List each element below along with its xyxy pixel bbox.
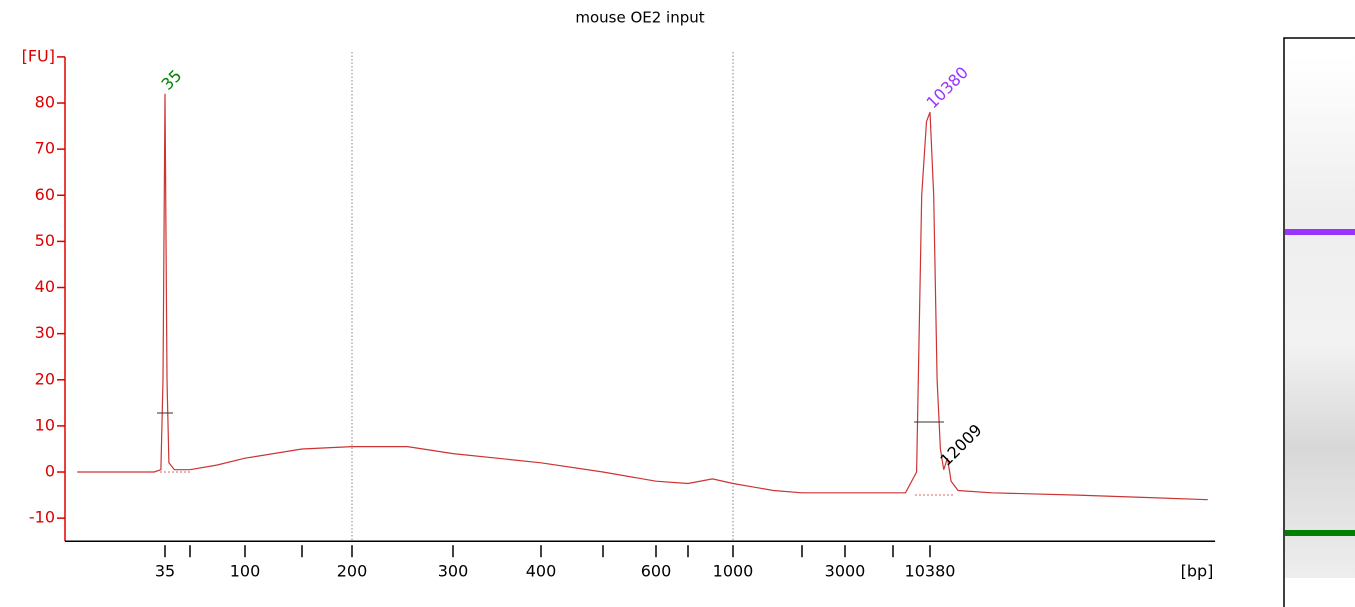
x-tick-label: 400	[526, 562, 557, 581]
x-tick-label: 100	[230, 562, 261, 581]
y-tick-label: 50	[35, 231, 55, 250]
x-tick-label: 35	[155, 562, 175, 581]
gel-band	[1285, 530, 1355, 536]
x-axis-label: [bp]	[1181, 562, 1214, 581]
gel-band	[1285, 229, 1355, 235]
y-tick-label: 10	[35, 415, 55, 434]
x-tick-label: 600	[641, 562, 672, 581]
y-tick-label: 80	[35, 93, 55, 112]
x-tick-label: 200	[337, 562, 368, 581]
gel-lane	[1283, 37, 1355, 607]
x-tick-label: 300	[438, 562, 469, 581]
y-tick-label: 30	[35, 323, 55, 342]
peak-label: 10380	[923, 63, 972, 112]
y-tick-label: [FU]	[22, 46, 55, 65]
x-tick-label: 3000	[825, 562, 866, 581]
chart-title: mouse OE2 input	[575, 9, 704, 27]
x-tick-label: 1000	[713, 562, 754, 581]
y-tick-label: 20	[35, 369, 55, 388]
peak-label: 35	[158, 66, 186, 94]
y-tick-label: 0	[45, 462, 55, 481]
y-tick-label: 40	[35, 277, 55, 296]
y-tick-label: 60	[35, 185, 55, 204]
y-tick-label: -10	[29, 508, 55, 527]
y-tick-label: 70	[35, 139, 55, 158]
trace	[77, 93, 1208, 501]
gel-background	[1285, 56, 1355, 578]
peak-label: 12009	[936, 420, 985, 469]
x-tick-label: 10380	[905, 562, 956, 581]
